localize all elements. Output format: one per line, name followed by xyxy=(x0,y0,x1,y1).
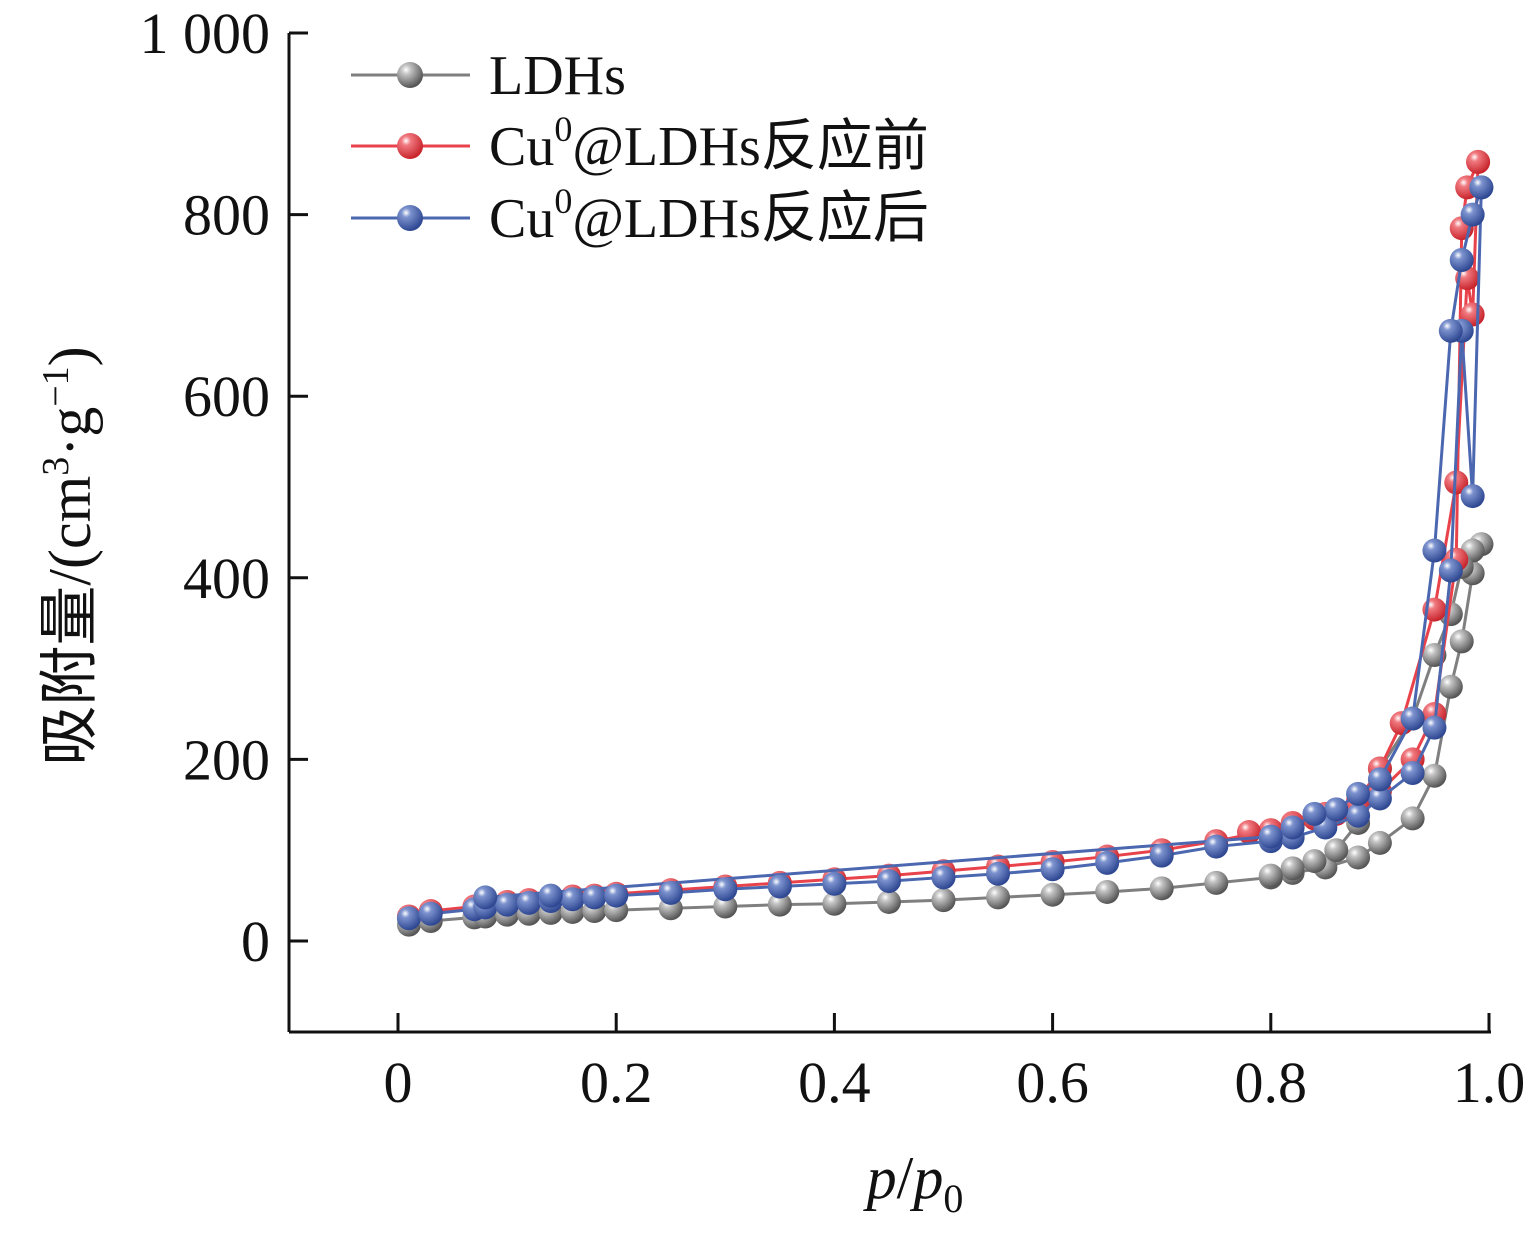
data-point xyxy=(1302,849,1327,874)
data-point xyxy=(1400,761,1425,786)
data-point xyxy=(1258,824,1283,849)
data-point xyxy=(1346,781,1371,806)
data-point xyxy=(1367,786,1392,811)
data-point xyxy=(1422,538,1447,563)
data-point xyxy=(986,861,1011,886)
data-point xyxy=(1040,857,1065,882)
data-point xyxy=(1095,879,1120,904)
data-point xyxy=(1302,801,1327,826)
data-point xyxy=(1449,248,1474,272)
data-point xyxy=(1280,856,1305,881)
x-tick-label: 0 xyxy=(384,1050,413,1115)
y-tick-label: 800 xyxy=(183,183,270,248)
data-point xyxy=(1449,629,1474,654)
data-point xyxy=(495,892,520,917)
x-tick-label: 1.0 xyxy=(1453,1050,1526,1115)
data-point xyxy=(876,889,901,914)
x-tick-label: 0.2 xyxy=(580,1050,653,1115)
series-2 xyxy=(396,175,1494,931)
data-point xyxy=(396,906,421,931)
data-point xyxy=(658,880,683,905)
y-ticks: 0 200 400 600 800 1 000 xyxy=(140,1,308,974)
svg-text:Cu0@LDHs反应前: Cu0@LDHs反应前 xyxy=(489,109,929,178)
data-point xyxy=(767,874,792,899)
data-point xyxy=(1438,674,1463,699)
data-point xyxy=(1346,845,1371,870)
data-point xyxy=(1324,838,1349,863)
data-point xyxy=(1367,830,1392,855)
data-point xyxy=(516,890,541,915)
data-point xyxy=(1466,149,1491,174)
y-tick-label: 400 xyxy=(183,546,270,611)
data-point xyxy=(1469,175,1494,200)
data-point xyxy=(1324,797,1349,822)
data-point xyxy=(1258,863,1283,888)
data-point xyxy=(1460,484,1485,509)
data-point xyxy=(1400,806,1425,831)
x-axis-title: p/p0 xyxy=(863,1145,964,1221)
data-point xyxy=(1204,870,1229,895)
data-point xyxy=(1204,834,1229,859)
data-point xyxy=(582,885,607,910)
data-point xyxy=(1400,706,1425,731)
data-point xyxy=(986,885,1011,910)
data-point xyxy=(1149,876,1174,901)
data-point xyxy=(1438,318,1463,343)
x-tick-label: 0.8 xyxy=(1235,1050,1308,1115)
data-point xyxy=(1438,558,1463,583)
legend-item-cu-after: Cu0@LDHs反应后 xyxy=(351,181,929,250)
y-axis-title: 吸附量/(cm3·g−1) xyxy=(35,346,103,765)
data-point xyxy=(1095,850,1120,875)
data-point xyxy=(604,883,629,908)
data-point xyxy=(931,888,956,913)
svg-text:Cu0@LDHs反应后: Cu0@LDHs反应后 xyxy=(489,181,929,250)
data-point xyxy=(418,901,443,926)
x-ticks: 0 0.2 0.4 0.6 0.8 1.0 xyxy=(384,1013,1526,1115)
svg-text:LDHs: LDHs xyxy=(489,45,626,107)
legend: LDHs Cu0@LDHs反应前 Cu0@LDHs反应后 xyxy=(351,45,929,250)
y-tick-label: 200 xyxy=(183,727,270,792)
data-point xyxy=(1346,803,1371,828)
data-point xyxy=(560,887,585,912)
data-point xyxy=(822,891,847,916)
data-point xyxy=(1236,820,1261,845)
data-point xyxy=(1422,715,1447,740)
legend-item-ldhs: LDHs xyxy=(351,45,626,107)
data-point xyxy=(767,892,792,917)
data-point xyxy=(1422,763,1447,788)
data-point xyxy=(1367,767,1392,792)
data-point xyxy=(1040,882,1065,907)
y-tick-label: 0 xyxy=(241,909,270,974)
data-point xyxy=(822,871,847,896)
data-point xyxy=(1460,202,1485,227)
y-tick-label: 1 000 xyxy=(140,1,271,66)
data-point xyxy=(1149,843,1174,868)
data-point xyxy=(1280,815,1305,840)
y-tick-label: 600 xyxy=(183,364,270,429)
x-tick-label: 0.6 xyxy=(1016,1050,1089,1115)
legend-item-cu-before: Cu0@LDHs反应前 xyxy=(351,109,929,178)
data-point xyxy=(538,883,563,908)
data-point xyxy=(876,869,901,894)
series-layer xyxy=(396,149,1494,937)
data-point xyxy=(713,894,738,919)
data-point xyxy=(473,885,498,910)
series-line-desorption xyxy=(485,186,1483,899)
x-tick-label: 0.4 xyxy=(798,1050,871,1115)
data-point xyxy=(931,865,956,890)
data-point xyxy=(713,877,738,902)
